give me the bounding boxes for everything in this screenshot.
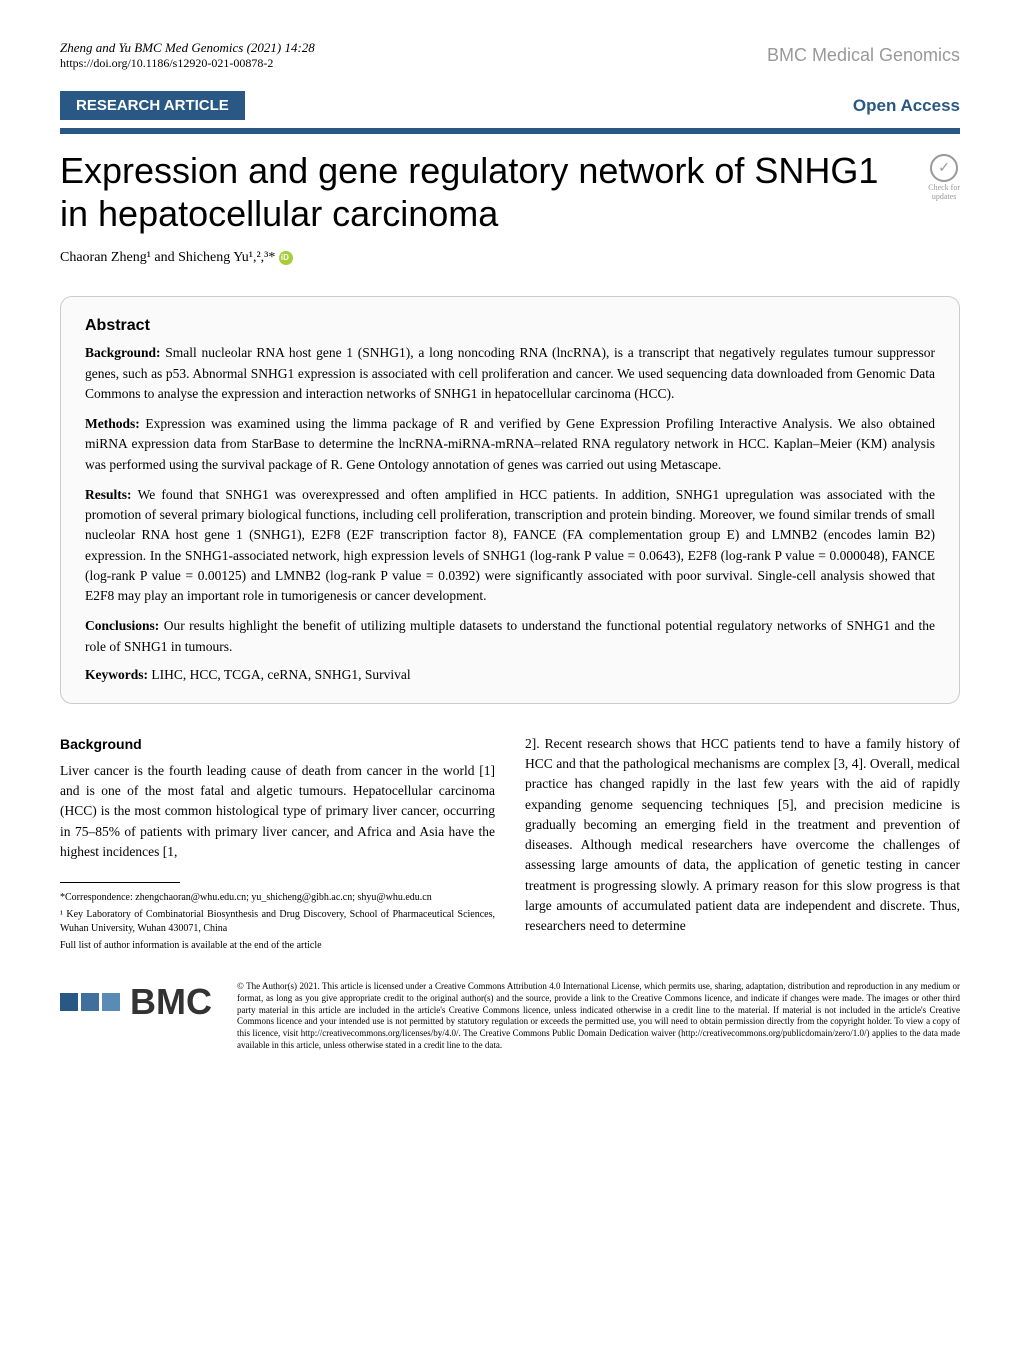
citation-block: Zheng and Yu BMC Med Genomics (2021) 14:… [60, 40, 315, 71]
bmc-logo-text: BMC [130, 981, 212, 1023]
affiliation: ¹ Key Laboratory of Combinatorial Biosyn… [60, 908, 495, 936]
footnote-divider [60, 882, 180, 883]
title-row: Expression and gene regulatory network o… [60, 128, 960, 235]
article-type-badge: RESEARCH ARTICLE [60, 91, 245, 120]
keywords-label: Keywords: [85, 667, 151, 682]
bmc-logo: BMC [60, 981, 212, 1023]
footer-row: BMC © The Author(s) 2021. This article i… [60, 981, 960, 1051]
article-type-bar: RESEARCH ARTICLE Open Access [60, 91, 960, 120]
orcid-icon[interactable] [279, 251, 293, 265]
abstract-methods-text: Expression was examined using the limma … [85, 416, 935, 472]
abstract-box: Abstract Background: Small nucleolar RNA… [60, 296, 960, 704]
abstract-keywords: Keywords: LIHC, HCC, TCGA, ceRNA, SNHG1,… [85, 667, 935, 683]
correspondence: *Correspondence: zhengchaoran@whu.edu.cn… [60, 891, 495, 905]
background-para-col2: 2]. Recent research shows that HCC patie… [525, 734, 960, 937]
bmc-logo-icon [60, 993, 120, 1011]
check-line1: Check for [928, 183, 960, 192]
abstract-background-label: Background: [85, 345, 165, 360]
abstract-methods: Methods: Expression was examined using t… [85, 414, 935, 475]
check-updates-text: Check for updates [928, 184, 960, 202]
check-icon: ✓ [930, 154, 958, 182]
page-header: Zheng and Yu BMC Med Genomics (2021) 14:… [60, 40, 960, 71]
authors-text: Chaoran Zheng¹ and Shicheng Yu¹,²,³* [60, 250, 275, 265]
check-updates-badge[interactable]: ✓ Check for updates [928, 154, 960, 202]
author-info-note: Full list of author information is avail… [60, 939, 495, 953]
footnotes: *Correspondence: zhengchaoran@whu.edu.cn… [60, 891, 495, 953]
abstract-results: Results: We found that SNHG1 was overexp… [85, 485, 935, 607]
main-content: Background Liver cancer is the fourth le… [60, 734, 960, 956]
abstract-heading: Abstract [85, 317, 935, 335]
abstract-conclusions: Conclusions: Our results highlight the b… [85, 616, 935, 657]
bmc-sq-1 [60, 993, 78, 1011]
keywords-text: LIHC, HCC, TCGA, ceRNA, SNHG1, Survival [151, 667, 410, 682]
open-access-label: Open Access [853, 96, 960, 116]
abstract-results-label: Results: [85, 487, 138, 502]
abstract-background: Background: Small nucleolar RNA host gen… [85, 343, 935, 404]
abstract-conclusions-text: Our results highlight the benefit of uti… [85, 618, 935, 653]
right-column: 2]. Recent research shows that HCC patie… [525, 734, 960, 956]
journal-name: BMC Medical Genomics [767, 45, 960, 66]
left-column: Background Liver cancer is the fourth le… [60, 734, 495, 956]
article-title: Expression and gene regulatory network o… [60, 149, 908, 235]
bmc-sq-2 [81, 993, 99, 1011]
background-heading: Background [60, 734, 495, 755]
license-text: © The Author(s) 2021. This article is li… [237, 981, 960, 1051]
check-line2: updates [932, 192, 956, 201]
abstract-conclusions-label: Conclusions: [85, 618, 164, 633]
abstract-results-text: We found that SNHG1 was overexpressed an… [85, 487, 935, 603]
doi-text: https://doi.org/10.1186/s12920-021-00878… [60, 56, 315, 71]
abstract-background-text: Small nucleolar RNA host gene 1 (SNHG1),… [85, 345, 935, 401]
background-para-col1: Liver cancer is the fourth leading cause… [60, 761, 495, 862]
abstract-methods-label: Methods: [85, 416, 145, 431]
authors-line: Chaoran Zheng¹ and Shicheng Yu¹,²,³* [60, 250, 960, 266]
citation-text: Zheng and Yu BMC Med Genomics (2021) 14:… [60, 40, 315, 56]
bmc-sq-3 [102, 993, 120, 1011]
